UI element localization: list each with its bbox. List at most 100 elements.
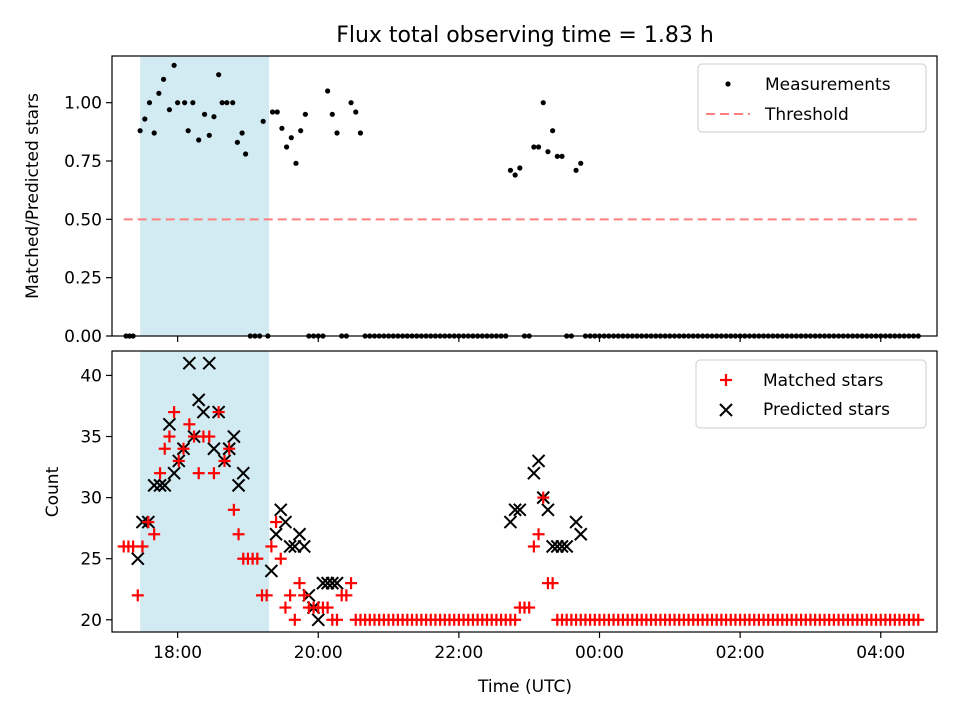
predicted-star-point bbox=[153, 478, 167, 493]
predicted-star-point bbox=[182, 356, 197, 370]
matched-star-point bbox=[523, 601, 536, 614]
matched-star-point bbox=[158, 442, 171, 455]
y-tick-label: 20 bbox=[80, 611, 102, 631]
measurement-point bbox=[578, 160, 584, 166]
x-tick-label: 22:00 bbox=[434, 643, 483, 663]
legend-marker-measurements bbox=[725, 81, 731, 87]
matched-star-point bbox=[345, 577, 358, 590]
measurement-point bbox=[260, 118, 266, 124]
measurement-point bbox=[554, 153, 560, 159]
matched-star-point bbox=[509, 613, 522, 626]
bottom-legend-box bbox=[695, 359, 927, 429]
measurement-point bbox=[550, 128, 556, 134]
measurement-point bbox=[288, 135, 294, 141]
measurement-point bbox=[234, 139, 240, 145]
x-tick-label: 20:00 bbox=[294, 643, 343, 663]
matched-star-point bbox=[154, 467, 167, 480]
x-tick-label: 00:00 bbox=[575, 643, 624, 663]
matched-star-point bbox=[265, 540, 278, 553]
predicted-star-point bbox=[236, 466, 250, 480]
bottom-legend: Matched stars Predicted stars bbox=[695, 359, 927, 429]
measurement-point bbox=[302, 111, 308, 117]
predicted-star-point bbox=[196, 405, 211, 419]
legend-marker-matched-stars bbox=[720, 374, 732, 386]
measurement-point bbox=[206, 132, 212, 138]
matched-star-point bbox=[227, 503, 240, 516]
matched-star-point bbox=[172, 454, 185, 467]
measurement-point bbox=[531, 144, 537, 150]
matched-star-point bbox=[223, 442, 236, 455]
predicted-star-point bbox=[158, 478, 172, 493]
y-tick-label: 0.25 bbox=[64, 269, 102, 289]
legend-label-threshold: Threshold bbox=[764, 105, 849, 125]
matched-star-point bbox=[207, 467, 220, 480]
matched-star-point bbox=[148, 528, 161, 541]
measurement-point bbox=[201, 111, 208, 117]
predicted-star-point bbox=[503, 515, 518, 529]
measurement-point bbox=[242, 151, 249, 157]
top-legend: Measurements Threshold bbox=[697, 63, 927, 133]
measurement-point bbox=[545, 149, 551, 155]
measurement-point bbox=[329, 111, 335, 117]
measurement-point bbox=[160, 76, 167, 82]
predicted-star-point bbox=[264, 564, 279, 578]
y-tick-label: 30 bbox=[80, 489, 102, 509]
top-panel: 0.00 0.25 0.50 0.75 1.00 Matched/Predicted s… bbox=[23, 55, 938, 347]
predicted-star-point bbox=[508, 503, 522, 517]
matched-star-point bbox=[142, 516, 155, 529]
measurement-point bbox=[357, 130, 364, 136]
predicted-star-point bbox=[147, 478, 161, 493]
matched-star-point bbox=[177, 442, 190, 455]
predicted-star-point bbox=[227, 429, 241, 444]
predicted-star-point bbox=[274, 503, 288, 517]
measurement-point bbox=[348, 100, 354, 106]
predicted-star-point bbox=[531, 454, 546, 468]
measurement-point bbox=[156, 90, 162, 96]
measurement-point bbox=[151, 130, 157, 136]
matched-star-point bbox=[163, 430, 176, 443]
matched-star-point bbox=[321, 601, 334, 614]
matched-star-point bbox=[270, 516, 283, 529]
predicted-star-point bbox=[555, 539, 569, 554]
matched-star-point bbox=[293, 577, 306, 590]
top-legend-box bbox=[697, 63, 927, 133]
x-tick-label: 02:00 bbox=[716, 643, 765, 663]
predicted-star-point bbox=[269, 527, 283, 541]
measurement-point bbox=[353, 109, 359, 115]
matched-star-point bbox=[331, 613, 343, 626]
measurement-point bbox=[279, 125, 285, 131]
bottom-axes-frame bbox=[111, 350, 938, 633]
measurement-point bbox=[196, 137, 202, 143]
measurement-point bbox=[284, 144, 290, 150]
bottom-x-ticks: 18:00 20:00 22:00 00:00 02:00 04:00 bbox=[153, 632, 905, 663]
predicted-star-point bbox=[131, 551, 145, 566]
legend-marker-predicted-stars bbox=[719, 403, 733, 417]
measurement-point bbox=[142, 116, 148, 122]
predicted-star-point bbox=[192, 393, 206, 407]
bottom-shaded-span bbox=[140, 351, 270, 632]
matched-star-point bbox=[136, 540, 149, 553]
measurement-point bbox=[573, 167, 579, 173]
predicted-star-point bbox=[513, 503, 527, 517]
predicted-star-point bbox=[292, 527, 307, 541]
legend-label-measurements: Measurements bbox=[765, 75, 891, 95]
predicted-star-point bbox=[330, 576, 344, 590]
predicted-star-point bbox=[278, 515, 293, 529]
legend-label-predicted-stars: Predicted stars bbox=[763, 400, 890, 420]
predicted-star-point bbox=[574, 527, 588, 541]
predicted-star-point bbox=[162, 417, 177, 432]
matched-star-point bbox=[537, 491, 550, 504]
matched-star-point bbox=[212, 406, 225, 419]
x-tick-label: 04:00 bbox=[856, 643, 905, 663]
measurement-point bbox=[239, 130, 245, 136]
measurement-point bbox=[166, 107, 173, 113]
predicted-star-point bbox=[283, 539, 297, 554]
y-tick-label: 0.00 bbox=[64, 327, 102, 347]
measurement-point bbox=[185, 128, 191, 134]
measurement-point bbox=[182, 100, 188, 106]
predicted-star-point bbox=[167, 466, 181, 480]
top-shaded-span bbox=[140, 56, 270, 336]
predicted-star-point bbox=[297, 539, 311, 554]
y-tick-label: 40 bbox=[80, 366, 102, 386]
